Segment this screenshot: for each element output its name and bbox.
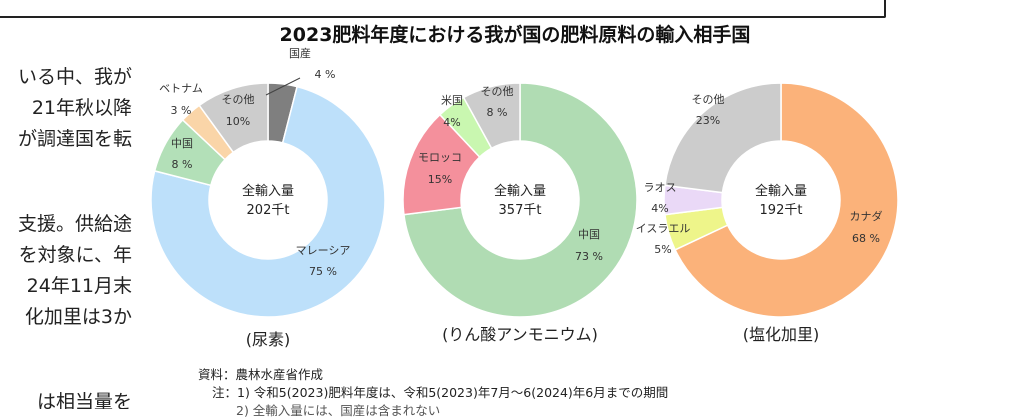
slice-label: 中国 (578, 228, 600, 241)
slice-label: イスラエル (636, 222, 691, 235)
donut-chart: 中国 73 % モロッコ 15% 米国 4% その他 8 % 全輸入量 357千t (りん酸アンモニ… (402, 82, 638, 344)
donut-chart: 国産 4 % マレーシア 75 % 中国 8 % ベトナム 3 % その他 10% 全輸入量 202千… (150, 47, 386, 349)
bg-text-line: が調達国を転 (17, 128, 132, 150)
slice-label: ベトナム (159, 82, 203, 95)
chart-caption: (りん酸アンモニウム) (442, 325, 598, 344)
pie-slice (664, 82, 782, 194)
slice-value-label: 4% (651, 202, 668, 215)
center-label: 全輸入量 (755, 183, 807, 199)
slice-label: その他 (222, 93, 255, 106)
slice-label: マレーシア (296, 244, 351, 257)
chart-notes: 資料：農林水産省作成 注：1) 令和5(2023)肥料年度は、令和5(2023)… (198, 366, 668, 420)
slice-value-label: 23% (696, 114, 720, 127)
pie-slice (198, 82, 269, 154)
bg-text-line: 支援。供給途 (17, 213, 132, 235)
slice-value-label: 5% (654, 243, 671, 256)
pie-slice (462, 82, 521, 150)
slice-value-label: 4% (443, 116, 460, 129)
slice-value-label: 73 % (575, 250, 603, 263)
bg-text-line: 24年11月末 (26, 275, 132, 297)
center-value: 357千t (499, 203, 542, 218)
slice-value-label: 75 % (309, 265, 337, 278)
slice-label: カナダ (850, 209, 883, 223)
slice-label: その他 (481, 85, 514, 98)
slice-label: 米国 (441, 94, 463, 107)
pie-slice (403, 82, 638, 318)
top-frame-border (0, 0, 886, 18)
source-note: 資料：農林水産省作成 (198, 367, 324, 382)
slice-label: モロッコ (418, 151, 462, 164)
center-value: 192千t (760, 203, 803, 218)
slice-label: その他 (692, 93, 725, 106)
slice-label: 国産 (289, 47, 311, 60)
slice-label: 中国 (171, 137, 193, 150)
slice-value-label: 10% (226, 115, 250, 128)
bg-text-line: いる中、我が (17, 66, 132, 88)
bg-text-line: 化加里は3か (24, 306, 132, 328)
bg-text-line: を対象に、年 (18, 244, 132, 266)
footnote-2: 2) 全輸入量には、国産は含まれない (236, 403, 441, 418)
chart-caption: (尿素) (246, 330, 291, 349)
donut-charts: 国産 4 % マレーシア 75 % 中国 8 % ベトナム 3 % その他 10% 全輸入量 202千… (150, 47, 899, 349)
slice-value-label: 4 % (315, 68, 336, 81)
slice-value-label: 15% (428, 173, 452, 186)
center-label: 全輸入量 (494, 183, 546, 199)
slice-value-label: 8 % (487, 106, 508, 119)
slice-value-label: 8 % (172, 158, 193, 171)
pie-slice (674, 82, 899, 318)
chart-caption: (塩化加里) (743, 325, 820, 344)
slice-value-label: 3 % (171, 104, 192, 117)
center-label: 全輸入量 (242, 183, 294, 199)
chart-title: 2023肥料年度における我が国の肥料原料の輸入相手国 (279, 24, 751, 46)
leader-line (265, 77, 301, 96)
slice-label: ラオス (644, 181, 677, 194)
bg-text-line: は相当量を (36, 391, 132, 409)
donut-chart: カナダ 68 % イスラエル 5% ラオス 4% その他 23% 全輸入量 192千t (塩化加里) (636, 82, 899, 344)
slice-value-label: 68 % (852, 232, 880, 245)
pie-slice (150, 85, 386, 318)
footnote-1: 注：1) 令和5(2023)肥料年度は、令和5(2023)年7月～6(2024)… (212, 385, 669, 400)
bg-text-line: 21年秋以降 (31, 97, 132, 119)
center-value: 202千t (247, 203, 290, 218)
background-body-text: いる中、我が 21年秋以降 が調達国を転 支援。供給途 を対象に、年 24年11… (0, 62, 140, 409)
